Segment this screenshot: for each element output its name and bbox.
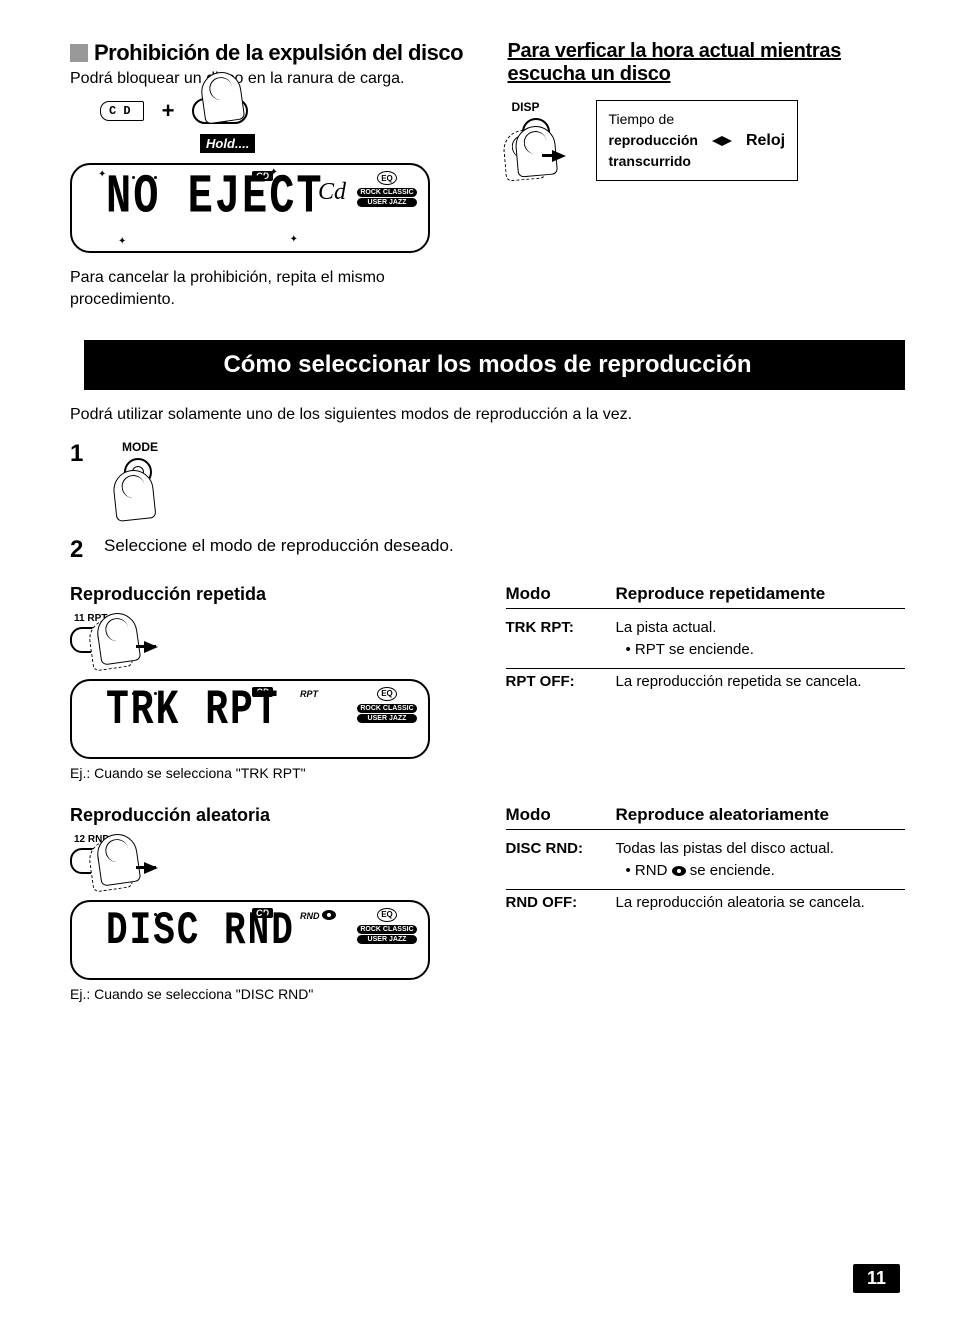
rnd-title: Reproducción aleatoria — [70, 805, 470, 826]
rpt-title: Reproducción repetida — [70, 584, 470, 605]
cancel-text: Para cancelar la prohibición, repita el … — [70, 267, 468, 312]
lcd-no-eject: ✦✦✦✦ CD Cd NO EJECT EQ ROCK CLASSIC USER… — [70, 163, 430, 253]
arrow-right-icon — [144, 862, 158, 874]
time-check-title: Para verficar la hora actual mientras es… — [508, 40, 906, 86]
lcd-disc-rnd: CD RND DISC RND EQ ROCK CLASSIC USER JAZ… — [70, 900, 430, 980]
rnd-table: ModoReproduce aleatoriamente DISC RND: T… — [506, 805, 906, 921]
reloj-label: Reloj — [746, 129, 785, 153]
hold-badge: Hold.... — [200, 134, 255, 153]
finger-icon — [95, 831, 142, 886]
step-number: 2 — [70, 536, 90, 564]
step-text: Seleccione el modo de reproducción desea… — [104, 536, 454, 556]
disp-label: DISP — [512, 100, 540, 114]
section-title: Prohibición de la expulsión del disco — [70, 40, 468, 66]
time-box: Tiempo de reproducción transcurrido Relo… — [596, 100, 799, 181]
arrow-right-icon — [552, 150, 566, 162]
cd-button[interactable]: C D — [100, 101, 144, 121]
section-band: Cómo seleccionar los modos de reproducci… — [70, 340, 905, 390]
double-arrow-icon — [712, 136, 732, 146]
eject-button-wrap — [192, 98, 248, 124]
finger-icon — [95, 610, 142, 665]
band-subtitle: Podrá utilizar solamente uno de los sigu… — [70, 406, 905, 424]
section-subtitle: Podrá bloquear un disco en la ranura de … — [70, 70, 468, 88]
page-number: 11 — [853, 1264, 900, 1293]
step-number: 1 — [70, 440, 90, 468]
rnd-caption: Ej.: Cuando se selecciona "DISC RND" — [70, 986, 470, 1002]
plus-sign: + — [162, 98, 175, 124]
eq-icon: EQ — [377, 171, 397, 185]
arrow-right-icon — [144, 641, 158, 653]
disc-icon — [672, 866, 686, 876]
rpt-table: ModoReproduce repetidamente TRK RPT: La … — [506, 584, 906, 700]
mode-label: MODE — [122, 440, 158, 454]
lcd-trk-rpt: CD RPT TRK RPT EQ ROCK CLASSIC USER JAZZ — [70, 679, 430, 759]
rpt-caption: Ej.: Cuando se selecciona "TRK RPT" — [70, 765, 470, 781]
